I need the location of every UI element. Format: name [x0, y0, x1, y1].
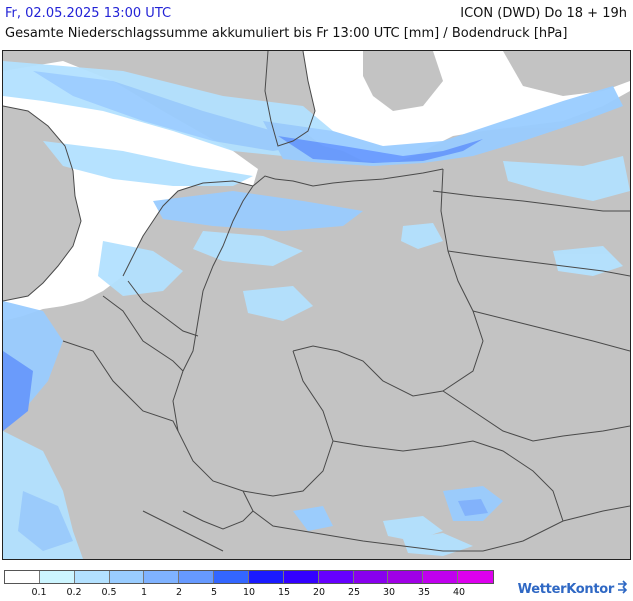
logo-text: WetterKontor	[517, 581, 615, 597]
model-run-label: ICON (DWD) Do 18 + 19h	[460, 6, 627, 21]
legend-swatch	[39, 571, 75, 583]
legend-swatch	[458, 571, 494, 583]
sweden-south	[503, 51, 630, 96]
country-borders	[3, 51, 630, 552]
legend-tick-label: 25	[347, 587, 361, 598]
legend-tick-label: 2	[175, 587, 183, 598]
legend-tick-label: 40	[452, 587, 466, 598]
valid-time-label: Fr, 02.05.2025 13:00 UTC	[5, 6, 172, 21]
precipitation-legend: 0.1 0.2 0.5 1 2 5 10 15 20 25 30 35 40	[4, 570, 504, 600]
sweden	[363, 51, 443, 111]
legend-tick-label: 15	[277, 587, 291, 598]
legend-swatch	[249, 571, 284, 583]
legend-swatch	[388, 571, 424, 583]
legend-tick-label: 10	[242, 587, 256, 598]
legend-swatch	[109, 571, 145, 583]
legend-swatch	[74, 571, 110, 583]
legend-tick-label: 20	[312, 587, 326, 598]
legend-tick-label: 5	[210, 587, 218, 598]
legend-swatch	[423, 571, 459, 583]
legend-swatch	[318, 571, 354, 583]
wind-arrows-icon	[616, 578, 630, 600]
legend-swatch	[144, 571, 180, 583]
precipitation-map	[2, 50, 631, 560]
north-sea	[3, 61, 258, 321]
legend-swatch	[214, 571, 250, 583]
legend-tick-label: 1	[140, 587, 148, 598]
precipitation-field	[3, 61, 630, 559]
legend-tick-label: 0.5	[101, 587, 117, 598]
legend-tick-label: 0.2	[66, 587, 82, 598]
legend-swatch	[283, 571, 319, 583]
legend-swatch	[353, 571, 389, 583]
legend-tick-label: 30	[382, 587, 396, 598]
legend-swatch	[5, 571, 40, 583]
legend-tick-label: 0.1	[31, 587, 47, 598]
legend-swatch	[179, 571, 215, 583]
wetterkontor-logo: WetterKontor	[518, 577, 630, 601]
map-header: Fr, 02.05.2025 13:00 UTC ICON (DWD) Do 1…	[0, 0, 633, 50]
map-subtitle: Gesamte Niederschlagssumme akkumuliert b…	[5, 26, 568, 41]
legend-tick-label: 35	[417, 587, 431, 598]
legend-color-bar	[4, 570, 494, 584]
